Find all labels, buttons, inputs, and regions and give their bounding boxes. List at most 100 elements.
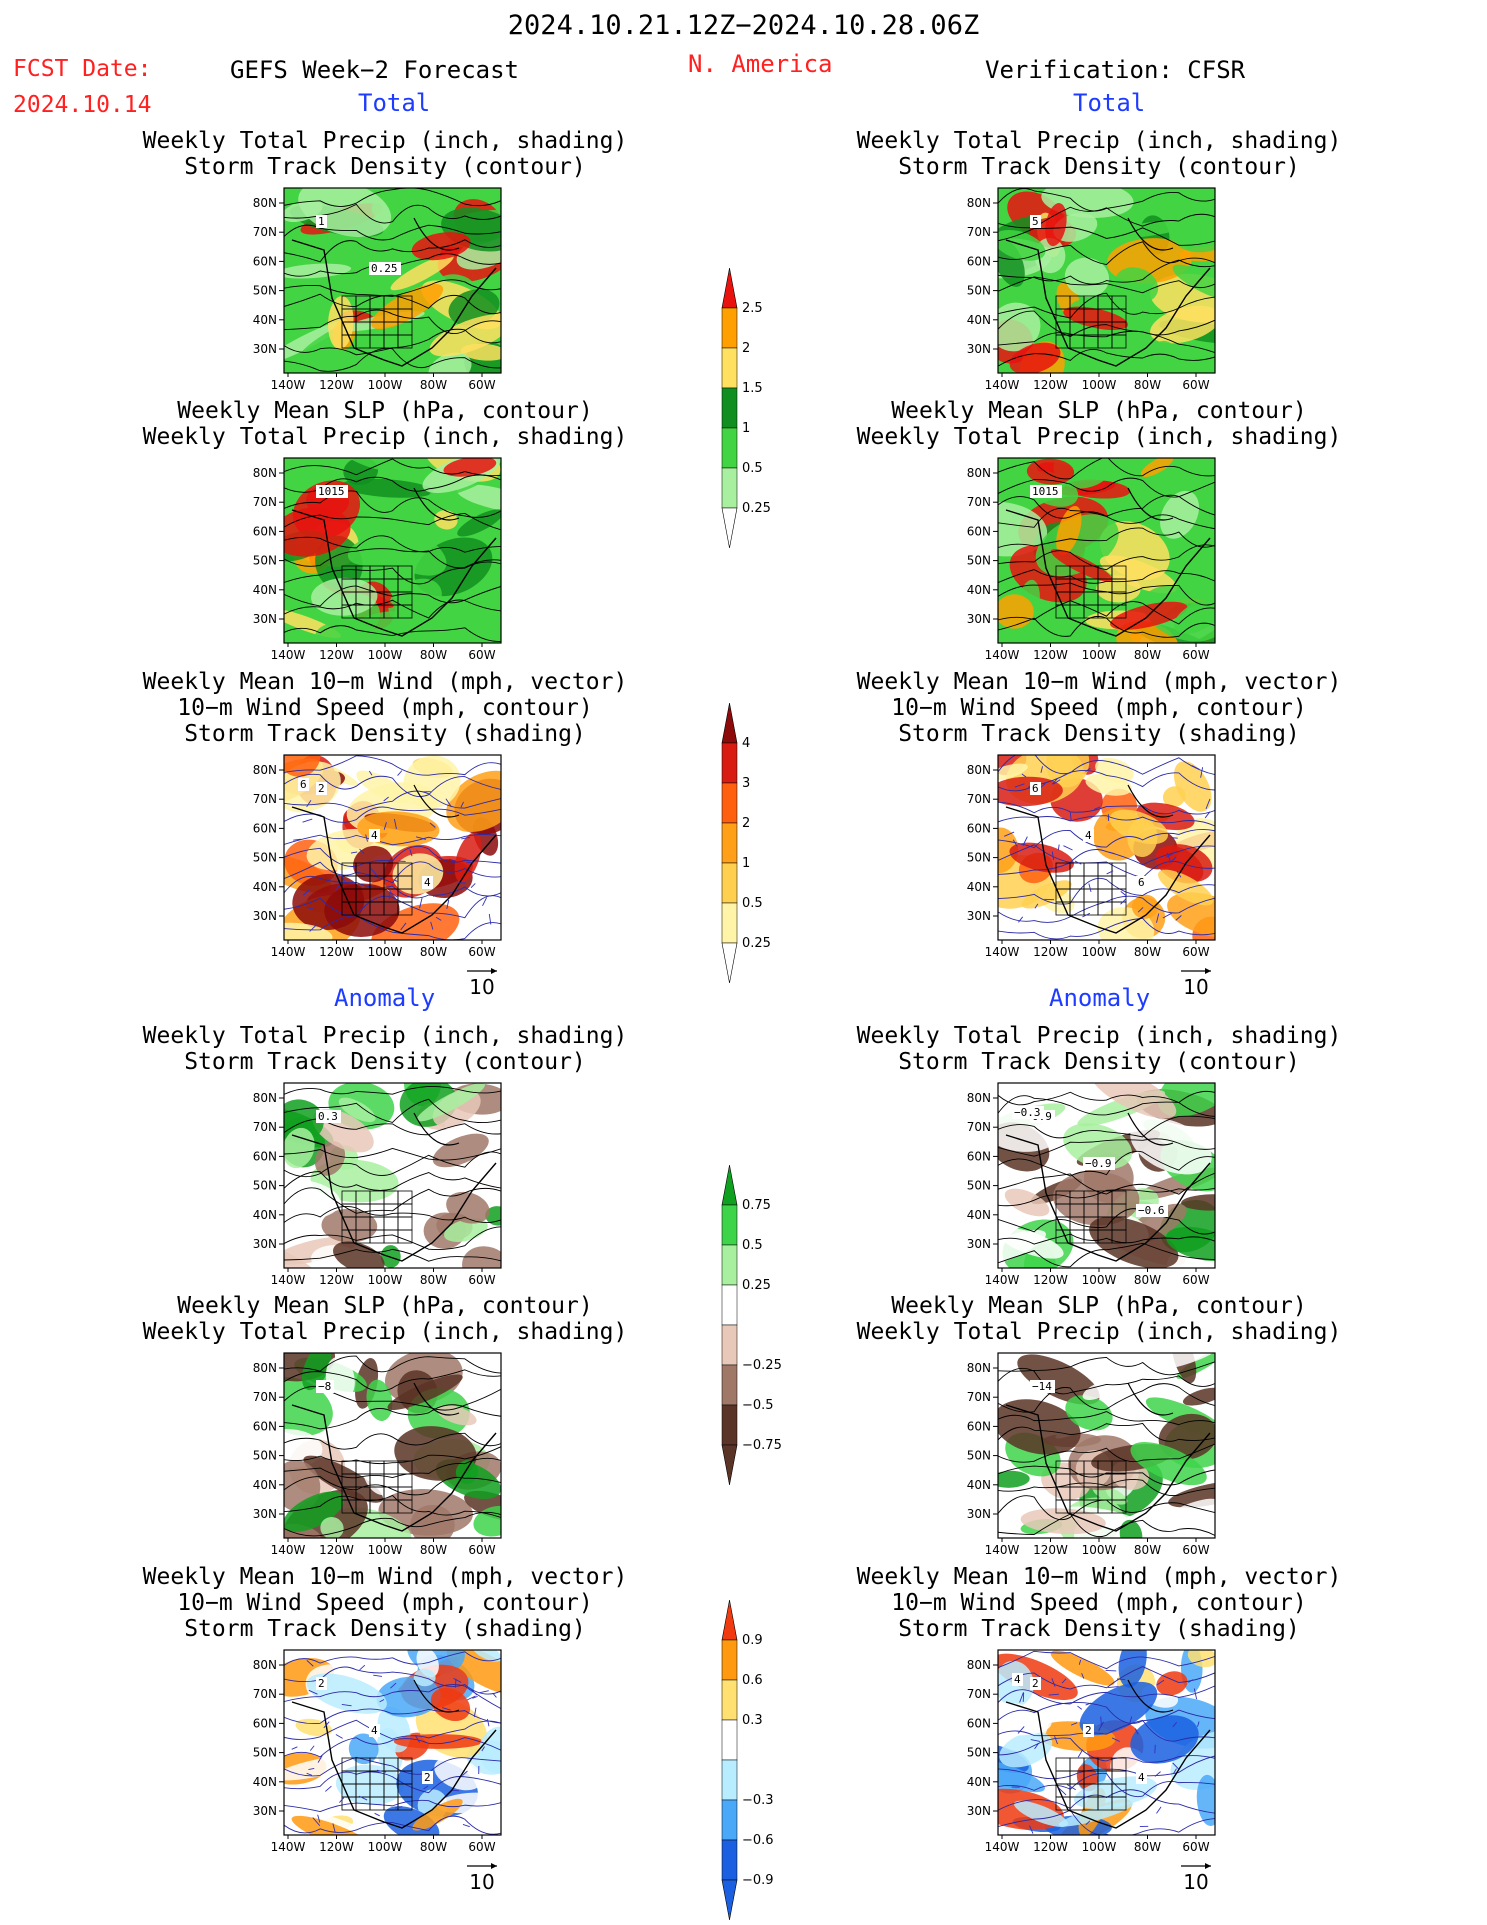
lon-tick-label: 80W — [1134, 1273, 1161, 1287]
colorbar-segment — [721, 902, 738, 944]
panel-title-line: Storm Track Density (shading) — [184, 1616, 586, 1642]
lat-tick-label: 30N — [967, 1237, 991, 1251]
map-panel-4: Weekly Mean SLP (hPa, contour)Weekly Tot… — [857, 398, 1342, 662]
contour-label: 0.25 — [371, 262, 398, 275]
map-field: 0.3 — [284, 1083, 501, 1268]
lon-tick-label: 100W — [368, 648, 403, 662]
lat-tick-label: 60N — [253, 821, 277, 835]
contour-label: 2 — [1032, 1677, 1039, 1690]
map-frame — [283, 754, 502, 941]
lat-tick-label: 70N — [253, 792, 277, 806]
lat-tick-label: 40N — [967, 1208, 991, 1222]
panel-title-line: Weekly Total Precip (inch, shading) — [857, 1319, 1342, 1345]
lon-tick-label: 80W — [420, 945, 447, 959]
panel-title-line: Weekly Total Precip (inch, shading) — [857, 1023, 1342, 1049]
lat-tick-label: 60N — [967, 1716, 991, 1730]
section-total-left: Total — [358, 89, 431, 117]
lon-tick-label: 60W — [1182, 648, 1209, 662]
map-panel-5: Weekly Mean 10−m Wind (mph, vector)10−m … — [143, 669, 628, 999]
lon-tick-label: 80W — [1134, 378, 1161, 392]
lon-tick-label: 140W — [985, 648, 1020, 662]
lon-tick-label: 100W — [368, 945, 403, 959]
product-title: GEFS Week−2 Forecast — [230, 56, 519, 84]
panel-title-line: Storm Track Density (shading) — [184, 721, 586, 747]
lat-tick-label: 50N — [967, 1449, 991, 1463]
lat-tick-label: 70N — [967, 495, 991, 509]
panel-title-line: 10−m Wind Speed (mph, contour) — [891, 1590, 1306, 1616]
colorbar-label: 2.5 — [742, 301, 763, 316]
lat-tick-label: 40N — [967, 880, 991, 894]
panel-title-line: 10−m Wind Speed (mph, contour) — [177, 1590, 592, 1616]
map-field: 2 4 2 — [284, 1650, 501, 1835]
panel-title-line: Storm Track Density (contour) — [184, 154, 586, 180]
colorbar-label: 0.75 — [742, 1198, 771, 1213]
colorbar-segment — [721, 427, 738, 469]
lon-tick-label: 140W — [985, 1273, 1020, 1287]
colorbar-label: 0.25 — [742, 501, 771, 516]
colorbar-segment — [721, 387, 738, 429]
fcst-date-label: FCST Date: — [13, 56, 152, 82]
colorbar-label: −0.9 — [742, 1873, 774, 1888]
colorbar-segment — [721, 862, 738, 904]
lon-tick-label: 60W — [1182, 945, 1209, 959]
map-panel-7: Weekly Total Precip (inch, shading)Storm… — [143, 1023, 628, 1287]
lon-tick-label: 80W — [420, 1273, 447, 1287]
map-frame — [283, 1649, 502, 1836]
lat-tick-label: 80N — [253, 1361, 277, 1375]
panel-title-line: Weekly Mean 10−m Wind (mph, vector) — [143, 669, 628, 695]
contour-label: 2 — [1085, 1724, 1092, 1737]
contour-label: −8 — [318, 1380, 331, 1393]
lon-tick-label: 60W — [1182, 1840, 1209, 1854]
lat-tick-label: 80N — [253, 1091, 277, 1105]
lat-tick-label: 80N — [253, 763, 277, 777]
map-panel-12: Weekly Mean 10−m Wind (mph, vector)10−m … — [857, 1564, 1342, 1894]
map-field: −8 — [284, 1353, 501, 1538]
map-frame — [283, 187, 502, 374]
contour-label: 6 — [300, 778, 307, 791]
lon-tick-label: 140W — [985, 378, 1020, 392]
lat-tick-label: 40N — [253, 1478, 277, 1492]
panel-title-line: Weekly Mean SLP (hPa, contour) — [177, 398, 592, 424]
lon-tick-label: 60W — [468, 945, 495, 959]
panel-title-line: Weekly Total Precip (inch, shading) — [143, 128, 628, 154]
panel-title-line: Weekly Total Precip (inch, shading) — [857, 128, 1342, 154]
lon-tick-label: 140W — [271, 1273, 306, 1287]
colorbar-label: −0.25 — [742, 1358, 782, 1373]
fcst-date-value: 2024.10.14 — [13, 92, 152, 118]
lon-tick-label: 140W — [271, 1543, 306, 1557]
lat-tick-label: 50N — [253, 1746, 277, 1760]
contour-label: 1015 — [1032, 485, 1059, 498]
contour-label: −0.9 — [1085, 1157, 1112, 1170]
map-frame — [283, 1352, 502, 1539]
panel-title-line: Weekly Total Precip (inch, shading) — [143, 1319, 628, 1345]
lon-tick-label: 120W — [319, 648, 354, 662]
lon-tick-label: 140W — [271, 378, 306, 392]
panel-title-line: Weekly Total Precip (inch, shading) — [857, 424, 1342, 450]
lon-tick-label: 100W — [1082, 945, 1117, 959]
map-panel-10: Weekly Mean SLP (hPa, contour)Weekly Tot… — [857, 1293, 1342, 1557]
lat-tick-label: 60N — [967, 254, 991, 268]
lat-tick-label: 40N — [967, 583, 991, 597]
contour-label: 6 — [1138, 876, 1145, 889]
colorbar-segment — [721, 1244, 738, 1286]
map-field: 6 4 6 — [998, 755, 1215, 940]
colorbar-label: −0.6 — [742, 1833, 774, 1848]
lat-tick-label: 80N — [967, 466, 991, 480]
lon-tick-label: 120W — [1033, 1273, 1068, 1287]
lon-tick-label: 140W — [985, 945, 1020, 959]
colorbar-segment — [721, 1799, 738, 1841]
lon-tick-label: 120W — [319, 945, 354, 959]
lon-tick-label: 120W — [319, 1273, 354, 1287]
map-frame — [997, 1352, 1216, 1539]
colorbar-segment — [721, 1204, 738, 1246]
vector-reference-label: 10 — [469, 1870, 494, 1894]
map-frame — [997, 187, 1216, 374]
panel-title-line: Storm Track Density (contour) — [898, 154, 1300, 180]
lon-tick-label: 120W — [1033, 945, 1068, 959]
colorbar-label: 2 — [742, 341, 750, 356]
colorbar-label: 0.5 — [742, 461, 763, 476]
lat-tick-label: 50N — [967, 1179, 991, 1193]
contour-label: 4 — [371, 829, 378, 842]
